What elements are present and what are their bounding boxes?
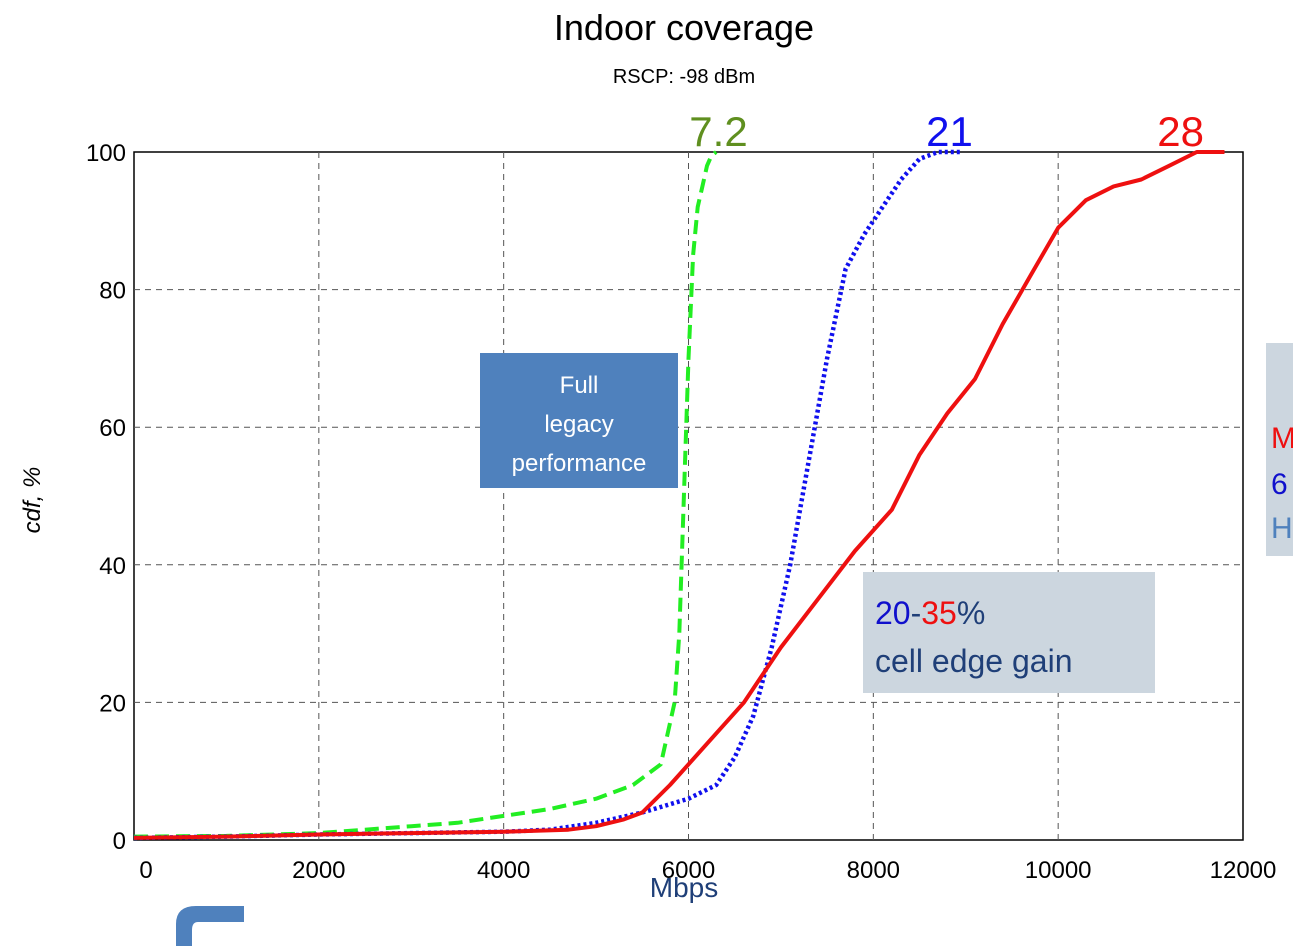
- gain-box-line1: 20-35%: [875, 595, 985, 631]
- chart-title: Indoor coverage: [554, 7, 814, 48]
- x-tick-label: 0: [139, 857, 152, 884]
- top-rate-label: 7.2: [689, 108, 747, 155]
- series-line-7-2: [133, 150, 718, 839]
- gain-low: 20: [875, 595, 911, 631]
- legacy-box-line2: legacy: [544, 411, 613, 438]
- x-tick-label: 10000: [1025, 857, 1092, 884]
- top-rate-label: 21: [926, 108, 973, 155]
- y-axis-label: cdf, %: [19, 467, 46, 534]
- plot-area: [133, 149, 1244, 841]
- x-tick-label: 6000: [662, 857, 715, 884]
- side-box-line2: 6: [1271, 468, 1288, 501]
- legacy-performance-box: Full legacy performance: [480, 353, 678, 488]
- x-tick-label: 12000: [1210, 857, 1277, 884]
- gain-box-bg: [863, 572, 1155, 693]
- x-tick-label: 4000: [477, 857, 530, 884]
- top-rate-label: 28: [1157, 108, 1204, 155]
- side-box-bg: [1266, 343, 1293, 556]
- y-tick-label: 40: [99, 553, 126, 580]
- cell-edge-gain-box: 20-35% cell edge gain: [863, 572, 1155, 693]
- gain-pct: %: [957, 595, 985, 631]
- side-box: M 6 H: [1266, 343, 1293, 556]
- legacy-box-bg: [480, 353, 678, 488]
- side-box-line3: H: [1271, 512, 1293, 545]
- grid-lines: [134, 152, 1243, 840]
- axis-ticks: 0 2000 4000 6000 8000 10000 12000 0 20 40 60 80 100: [86, 140, 1276, 884]
- y-tick-label: 20: [99, 690, 126, 717]
- series-line-28: [133, 150, 1225, 840]
- x-axis-label: Mbps: [650, 872, 718, 903]
- legacy-box-line1: Full: [560, 372, 599, 399]
- chart-subtitle: RSCP: -98 dBm: [613, 66, 755, 88]
- gain-dash: -: [911, 595, 922, 631]
- x-tick-label: 2000: [292, 857, 345, 884]
- y-tick-label: 80: [99, 278, 126, 305]
- logo-fragment-icon: [176, 906, 244, 946]
- y-tick-label: 100: [86, 140, 126, 167]
- side-box-line1: M: [1271, 422, 1293, 455]
- gain-box-line2: cell edge gain: [875, 643, 1072, 679]
- legacy-box-line3: performance: [512, 450, 647, 477]
- top-rate-labels: 7.2 21 28: [689, 108, 1204, 155]
- x-tick-label: 8000: [847, 857, 900, 884]
- gain-high: 35: [921, 595, 957, 631]
- series-lines: [133, 149, 1225, 841]
- y-tick-label: 0: [113, 828, 126, 855]
- y-tick-label: 60: [99, 415, 126, 442]
